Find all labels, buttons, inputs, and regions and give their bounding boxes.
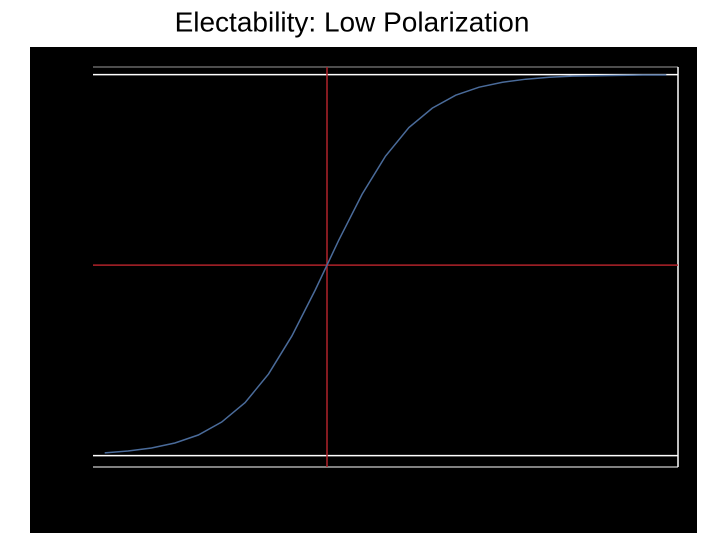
chart-background — [30, 47, 697, 533]
chart-title: Electability: Low Polarization — [175, 6, 530, 37]
data-line — [104, 74, 667, 454]
